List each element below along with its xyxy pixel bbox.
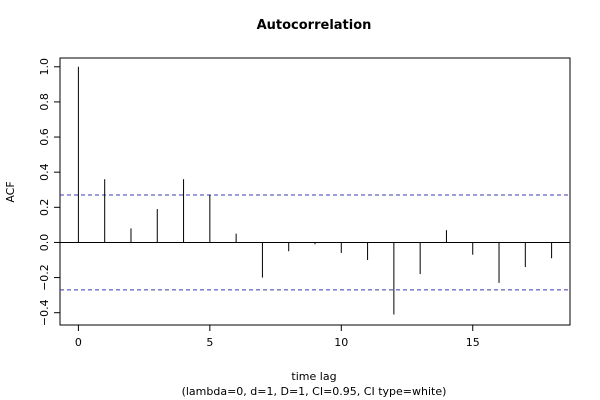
- x-tick-label-10: 10: [334, 336, 348, 349]
- y-tick-label-1: −0.2: [38, 264, 51, 291]
- y-tick-label-0: −0.4: [38, 299, 51, 326]
- x-tick-label-15: 15: [466, 336, 480, 349]
- x-axis-label: time lag: [291, 370, 336, 383]
- y-tick-label-4: 0.4: [38, 163, 51, 181]
- y-tick-label-7: 1.0: [38, 58, 51, 76]
- y-axis-label: ACF: [4, 181, 17, 202]
- x-tick-label-0: 0: [75, 336, 82, 349]
- plot-frame: [59, 57, 571, 326]
- y-tick-label-6: 0.8: [38, 93, 51, 111]
- x-axis: 0 5 10 15: [75, 325, 480, 349]
- y-tick-label-2: 0.0: [38, 234, 51, 252]
- acf-bars: [77, 66, 553, 315]
- y-tick-label-5: 0.6: [38, 128, 51, 146]
- x-tick-label-5: 5: [206, 336, 213, 349]
- y-axis: −0.4 −0.2 0.0 0.2 0.4 0.6 0.8 1.0: [38, 58, 60, 326]
- confidence-bounds: [60, 194, 570, 291]
- y-tick-label-3: 0.2: [38, 199, 51, 217]
- x-axis-subtitle: (lambda=0, d=1, D=1, CI=0.95, CI type=wh…: [182, 385, 447, 398]
- chart-title: Autocorrelation: [257, 18, 372, 33]
